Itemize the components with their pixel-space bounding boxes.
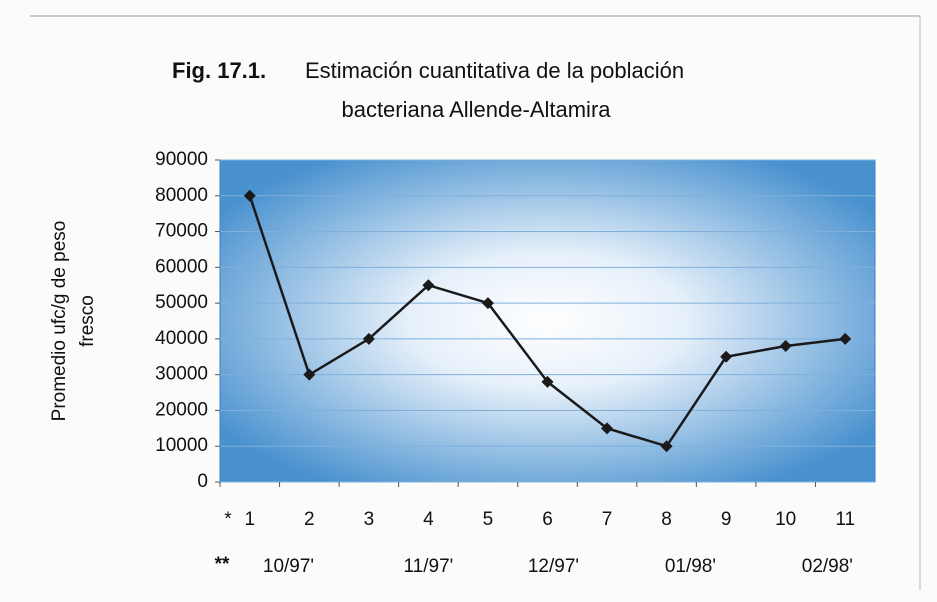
data-point <box>481 297 494 310</box>
y-tick-label: 10000 <box>155 435 208 456</box>
plot-area <box>219 159 876 483</box>
data-point <box>779 340 792 353</box>
secondary-label: 01/98' <box>665 556 716 577</box>
y-tick-label: 0 <box>197 471 208 492</box>
y-axis-label: fresco <box>77 295 98 347</box>
y-tick-label: 70000 <box>155 221 208 242</box>
data-point <box>362 332 375 345</box>
x-tick-label: 6 <box>542 509 553 530</box>
y-tick-label: 50000 <box>155 292 208 313</box>
x-tick-label: 10 <box>775 509 796 530</box>
x-tick-label: 9 <box>721 509 732 530</box>
x-tick-label: 1 <box>244 509 255 530</box>
secondary-label: 02/98' <box>802 556 853 577</box>
secondary-label: 12/97' <box>528 556 579 577</box>
y-tick-label: 20000 <box>155 399 208 420</box>
x-tick-label: 3 <box>364 509 375 530</box>
y-tick-label: 90000 <box>155 149 208 170</box>
data-point <box>541 375 554 388</box>
y-tick-label: 60000 <box>155 256 208 277</box>
x-tick-label: 11 <box>835 509 855 530</box>
data-point <box>839 332 852 345</box>
data-point <box>422 279 435 292</box>
chart-title: bacteriana Allende-Altamira <box>341 97 611 122</box>
data-point <box>243 189 256 202</box>
x-tick-label: 2 <box>304 509 315 530</box>
y-axis-label: Promedio ufc/g de peso <box>49 221 70 422</box>
x-marker: * <box>224 509 232 530</box>
data-point <box>720 350 733 363</box>
y-tick-label: 80000 <box>155 185 208 206</box>
data-point <box>601 422 614 435</box>
y-tick-label: 40000 <box>155 328 208 349</box>
title-label: Fig. 17.1. <box>172 58 266 83</box>
data-point <box>660 440 673 453</box>
secondary-marker: ** <box>215 554 230 575</box>
x-tick-label: 7 <box>602 509 613 530</box>
secondary-label: 11/97' <box>404 556 454 577</box>
x-tick-label: 5 <box>483 509 494 530</box>
chart-title: Estimación cuantitativa de la población <box>305 58 684 83</box>
data-point <box>303 368 316 381</box>
x-tick-label: 8 <box>661 509 672 530</box>
y-tick-label: 30000 <box>155 364 208 385</box>
secondary-label: 10/97' <box>263 556 314 577</box>
x-tick-label: 4 <box>423 509 434 530</box>
